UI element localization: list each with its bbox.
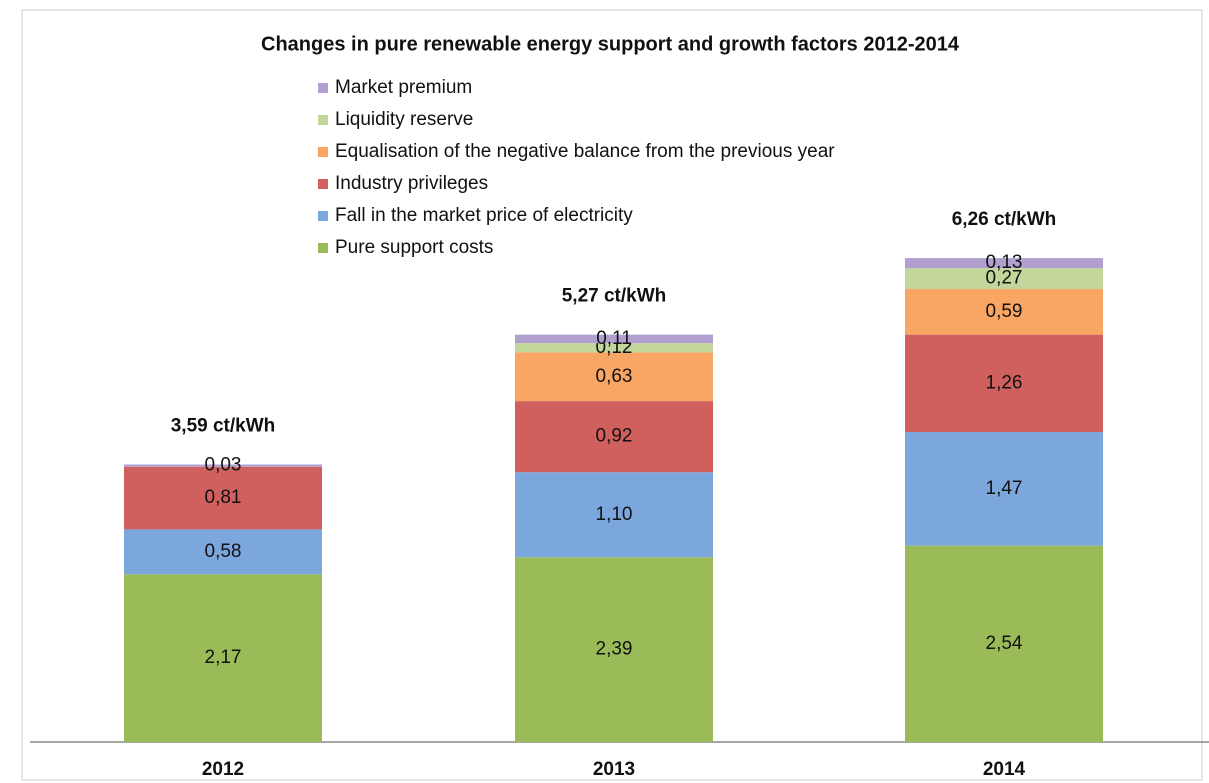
value-label: 0,13 bbox=[986, 252, 1023, 273]
legend-label: Equalisation of the negative balance fro… bbox=[335, 141, 835, 162]
legend-swatch bbox=[318, 179, 328, 189]
value-label: 2,39 bbox=[596, 639, 633, 660]
x-tick-label: 2012 bbox=[202, 759, 244, 780]
legend-label: Industry privileges bbox=[335, 173, 488, 194]
legend-swatch bbox=[318, 243, 328, 253]
bar-segment bbox=[124, 529, 322, 575]
bar-segment bbox=[515, 352, 713, 402]
legend-label: Market premium bbox=[335, 77, 472, 98]
total-label: 5,27 ct/kWh bbox=[562, 286, 667, 307]
bar-segment bbox=[515, 472, 713, 558]
value-label: 0,58 bbox=[205, 541, 242, 562]
x-tick-label: 2014 bbox=[983, 759, 1026, 780]
value-label: 0,27 bbox=[986, 268, 1023, 289]
value-label: 0,59 bbox=[986, 301, 1023, 322]
legend-swatch bbox=[318, 115, 328, 125]
total-label: 3,59 ct/kWh bbox=[171, 416, 276, 437]
total-label: 6,26 ct/kWh bbox=[952, 209, 1057, 230]
legend-swatch bbox=[318, 211, 328, 221]
value-label: 0,03 bbox=[205, 455, 242, 476]
value-label: 2,54 bbox=[986, 633, 1023, 654]
legend-swatch bbox=[318, 147, 328, 157]
bar-segment bbox=[905, 289, 1103, 335]
legend-label: Fall in the market price of electricity bbox=[335, 205, 633, 226]
bar-segment bbox=[905, 334, 1103, 433]
bar-segment bbox=[515, 557, 713, 742]
value-label: 1,47 bbox=[986, 478, 1023, 499]
legend-label: Liquidity reserve bbox=[335, 109, 473, 130]
value-label: 0,11 bbox=[596, 328, 632, 349]
value-label: 2,17 bbox=[205, 647, 242, 668]
bar-segment bbox=[905, 545, 1103, 742]
x-tick-label: 2013 bbox=[593, 759, 635, 780]
bar-segment bbox=[515, 334, 713, 344]
bar-segment bbox=[905, 258, 1103, 269]
bar-segment bbox=[515, 401, 713, 473]
bar-segment bbox=[124, 466, 322, 530]
bar-segment bbox=[905, 432, 1103, 546]
bar-segment bbox=[124, 574, 322, 742]
chart-title: Changes in pure renewable energy support… bbox=[261, 33, 960, 55]
bar-segment bbox=[124, 464, 322, 467]
value-label: 0,92 bbox=[596, 426, 633, 447]
legend-label: Pure support costs bbox=[335, 237, 493, 258]
value-label: 1,10 bbox=[596, 504, 633, 525]
bar-segment bbox=[515, 343, 713, 353]
value-label: 0,81 bbox=[205, 487, 242, 508]
chart-border bbox=[21, 9, 1203, 781]
legend-swatch bbox=[318, 83, 328, 93]
bar-segment bbox=[905, 268, 1103, 290]
value-label: 1,26 bbox=[986, 372, 1023, 393]
value-label: 0,63 bbox=[596, 366, 633, 387]
